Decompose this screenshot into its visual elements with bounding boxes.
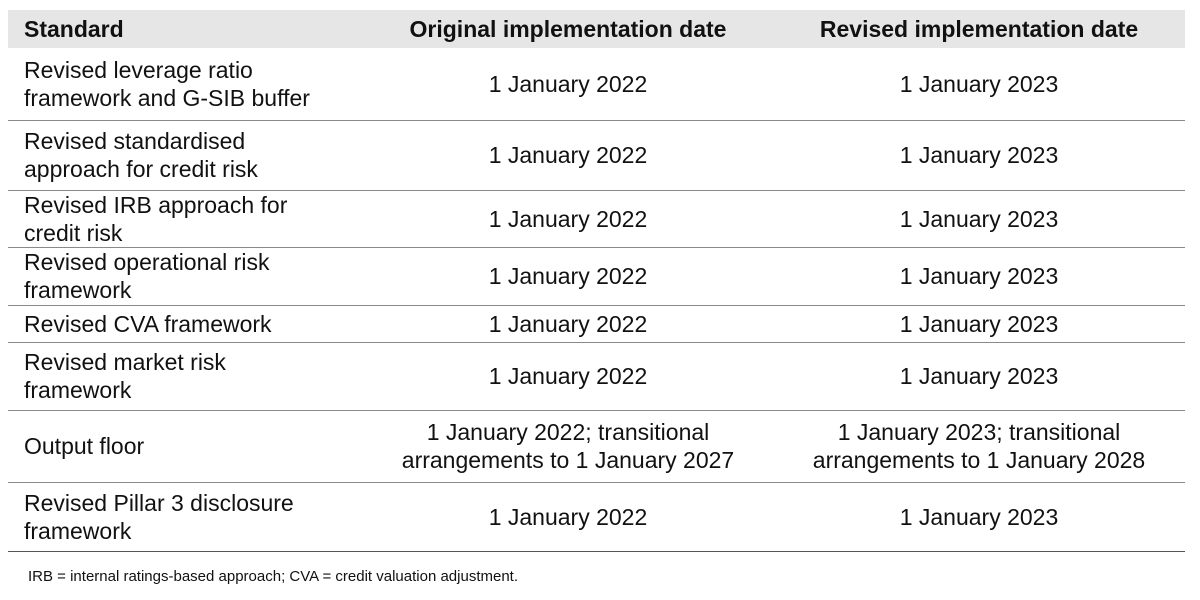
cell-standard-line: approach for credit risk — [24, 156, 258, 182]
cell-original-date-line: 1 January 2022 — [488, 142, 648, 168]
table-header-row: Standard Original implementation date Re… — [8, 10, 1185, 48]
cell-revised-date-line: 1 January 2023 — [899, 363, 1059, 389]
cell-standard: Revised operational risk framework — [8, 247, 363, 305]
cell-revised-date-line: 1 January 2023 — [899, 310, 1059, 337]
cell-original-date: 1 January 2022 — [363, 247, 773, 305]
cell-original-date-line: 1 January 2022 — [488, 310, 648, 337]
cell-standard-line: Revised IRB approach for — [24, 191, 288, 218]
cell-original-date-line: 1 January 2022 — [488, 205, 648, 232]
cell-original-date-line: 1 January 2022 — [488, 263, 648, 289]
implementation-dates-table-wrapper: Standard Original implementation date Re… — [8, 10, 1185, 552]
cell-standard: Revised Pillar 3 disclosure framework — [8, 482, 363, 551]
table-row: Revised CVA framework 1 January 2022 1 Jan… — [8, 305, 1185, 342]
cell-revised-date-line: 1 January 2023 — [899, 70, 1059, 97]
cell-standard-line: Output floor — [24, 433, 145, 459]
table-row: Revised standardised approach for credit … — [8, 120, 1185, 190]
cell-standard-line: framework — [24, 277, 132, 303]
cell-revised-date-line: 1 January 2023; transitional — [837, 419, 1121, 445]
cell-standard-line: Revised standardised — [24, 128, 246, 154]
cell-standard-line: Revised market risk — [24, 349, 226, 375]
cell-revised-date: 1 January 2023 — [773, 48, 1185, 120]
cell-original-date: 1 January 2022 — [363, 48, 773, 120]
cell-original-date: 1 January 2022 — [363, 305, 773, 342]
footnote: IRB = internal ratings-based approach; C… — [28, 568, 518, 585]
implementation-dates-table: Standard Original implementation date Re… — [8, 10, 1185, 552]
cell-revised-date: 1 January 2023 — [773, 482, 1185, 551]
cell-standard-line: framework — [24, 377, 132, 403]
cell-original-date-line: 1 January 2022 — [488, 363, 648, 389]
cell-original-date: 1 January 2022 — [363, 482, 773, 551]
cell-standard: Revised CVA framework — [8, 305, 363, 342]
cell-standard-line: Revised Pillar 3 disclosure — [24, 489, 294, 516]
cell-revised-date: 1 January 2023 — [773, 190, 1185, 247]
cell-original-date-line: 1 January 2022 — [488, 70, 648, 97]
cell-original-date-line: 1 January 2022; transitional — [426, 419, 710, 445]
cell-standard-line: Revised leverage ratio — [24, 56, 253, 83]
header-standard: Standard — [24, 16, 124, 42]
table-row: Revised Pillar 3 disclosure framework 1 Ja… — [8, 482, 1185, 551]
table-row: Revised operational risk framework 1 Janua… — [8, 247, 1185, 305]
table-row: Revised leverage ratio framework and G-SI… — [8, 48, 1185, 120]
cell-revised-date-line: 1 January 2023 — [899, 205, 1059, 232]
cell-original-date: 1 January 2022 — [363, 190, 773, 247]
cell-revised-date: 1 January 2023 — [773, 342, 1185, 410]
cell-standard: Output floor — [8, 410, 363, 482]
cell-original-date-line: 1 January 2022 — [488, 503, 648, 530]
cell-revised-date-line: 1 January 2023 — [899, 503, 1059, 530]
cell-standard: Revised IRB approach for credit risk — [8, 190, 363, 247]
cell-revised-date: 1 January 2023 — [773, 120, 1185, 190]
header-revised-date: Revised implementation date — [819, 16, 1139, 42]
header-original-date: Original implementation date — [409, 16, 727, 42]
table-body: Revised leverage ratio framework and G-SI… — [8, 48, 1185, 551]
cell-revised-date-line: 1 January 2023 — [899, 263, 1059, 289]
cell-original-date: 1 January 2022 — [363, 120, 773, 190]
cell-standard: Revised leverage ratio framework and G-SI… — [8, 48, 363, 120]
cell-original-date-line: arrangements to 1 January 2027 — [401, 447, 735, 473]
table-row: Revised market risk framework 1 January 20… — [8, 342, 1185, 410]
cell-original-date: 1 January 2022; transitional arrangements… — [363, 410, 773, 482]
cell-revised-date-line: 1 January 2023 — [899, 142, 1059, 168]
cell-revised-date: 1 January 2023 — [773, 247, 1185, 305]
cell-revised-date: 1 January 2023 — [773, 305, 1185, 342]
cell-standard: Revised standardised approach for credit … — [8, 120, 363, 190]
cell-standard: Revised market risk framework — [8, 342, 363, 410]
cell-revised-date: 1 January 2023; transitional arrangements… — [773, 410, 1185, 482]
table-row: Revised IRB approach for credit risk 1 Jan… — [8, 190, 1185, 247]
cell-standard-line: Revised CVA framework — [24, 310, 272, 337]
cell-standard-line: credit risk — [24, 219, 123, 246]
cell-standard-line: framework and G-SIB buffer — [24, 84, 310, 111]
cell-original-date: 1 January 2022 — [363, 342, 773, 410]
cell-standard-line: Revised operational risk — [24, 249, 270, 275]
cell-revised-date-line: arrangements to 1 January 2028 — [812, 447, 1146, 473]
table-row: Output floor 1 January 2022; transitional… — [8, 410, 1185, 482]
cell-standard-line: framework — [24, 517, 132, 544]
